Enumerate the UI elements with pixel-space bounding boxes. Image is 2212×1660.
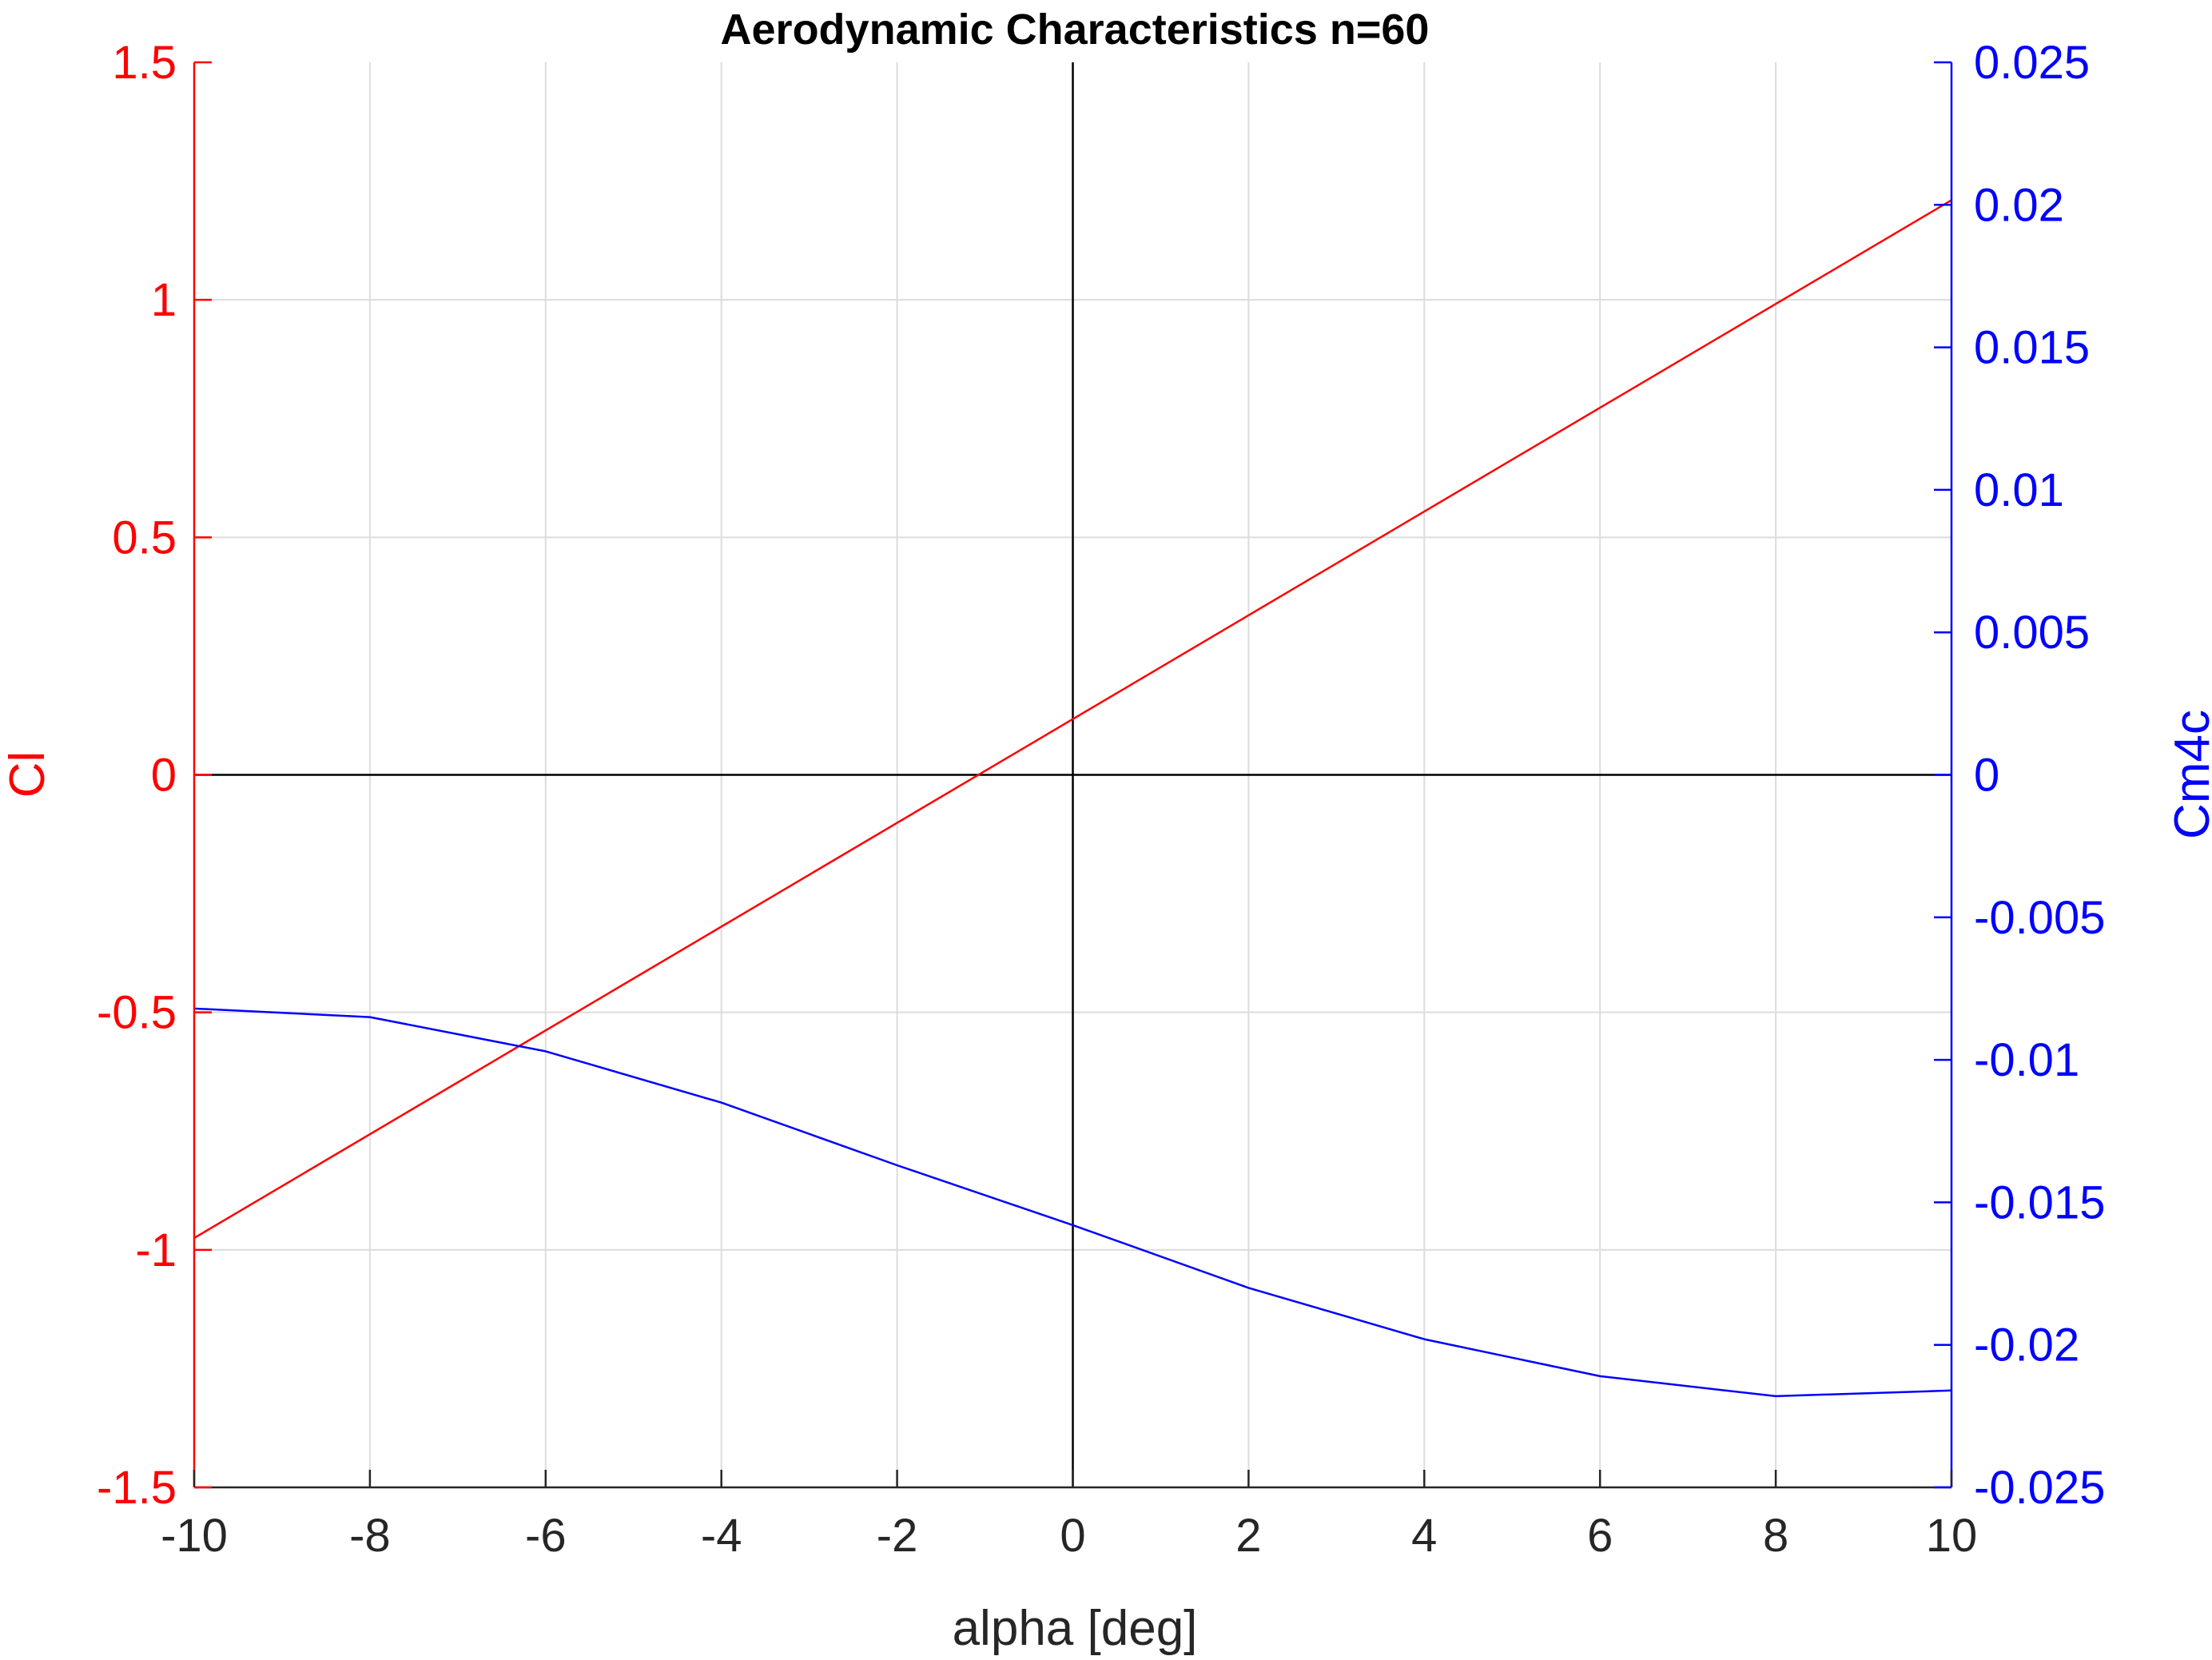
x-axis-label: alpha [deg] bbox=[953, 1601, 1198, 1656]
zero-lines bbox=[194, 62, 1951, 1487]
left-y-tick-label: -1 bbox=[135, 1224, 177, 1276]
cm4c-series-line bbox=[193, 1007, 1952, 1398]
cl-series-line bbox=[193, 199, 1952, 1240]
x-tick-label: 2 bbox=[1235, 1510, 1261, 1562]
x-tick-label: -2 bbox=[877, 1510, 918, 1562]
right-y-tick-label: 0.01 bbox=[1974, 464, 2064, 516]
x-tick-label: 10 bbox=[1926, 1510, 1978, 1562]
right-y-tick-label: 0.025 bbox=[1974, 37, 2090, 89]
right-y-tick-label: 0.005 bbox=[1974, 607, 2090, 659]
left-y-axis-label: Cl bbox=[0, 751, 55, 798]
x-tick-label: -4 bbox=[701, 1510, 742, 1562]
left-y-tick-label: 1 bbox=[151, 274, 177, 326]
right-y-tick-label: -0.02 bbox=[1974, 1320, 2079, 1371]
right-y-axis-label: Cm4c bbox=[2165, 710, 2212, 839]
right-y-tick-label: -0.015 bbox=[1974, 1176, 2105, 1228]
x-tick-label: 8 bbox=[1763, 1510, 1788, 1562]
x-tick-label: -10 bbox=[161, 1510, 228, 1562]
left-y-tick-label: 1.5 bbox=[112, 37, 177, 89]
x-tick-label: -8 bbox=[349, 1510, 391, 1562]
right-y-tick-label: -0.005 bbox=[1974, 892, 2105, 944]
x-tick-labels: -10 -8 -6 -4 -2 0 2 4 6 8 10 bbox=[161, 1510, 1977, 1562]
left-y-tick-label: -0.5 bbox=[97, 987, 177, 1039]
axes bbox=[193, 61, 1953, 1489]
left-y-tick-label: 0.5 bbox=[112, 512, 177, 563]
x-tick-label: 4 bbox=[1411, 1510, 1437, 1562]
right-y-tick-label: 0.015 bbox=[1974, 322, 2090, 374]
left-y-tick-label: -1.5 bbox=[97, 1462, 177, 1514]
x-tick-label: 6 bbox=[1587, 1510, 1613, 1562]
right-y-tick-label: 0.02 bbox=[1974, 179, 2064, 231]
right-y-tick-label: 0 bbox=[1974, 750, 1999, 802]
left-y-tick-label: 0 bbox=[151, 750, 177, 802]
left-y-tick-labels: 1.5 1 0.5 0 -0.5 -1 -1.5 bbox=[97, 37, 177, 1514]
x-tick-label: 0 bbox=[1060, 1510, 1085, 1562]
series-lines bbox=[193, 199, 1952, 1398]
right-y-tick-labels: 0.025 0.02 0.015 0.01 0.005 0 -0.005 -0.01 -0.01… bbox=[1974, 37, 2105, 1514]
chart-title: Aerodynamic Characteristics n=60 bbox=[721, 6, 1430, 54]
right-y-tick-label: -0.025 bbox=[1974, 1462, 2105, 1514]
x-tick-label: -6 bbox=[525, 1510, 567, 1562]
right-y-tick-label: -0.01 bbox=[1974, 1034, 2079, 1086]
